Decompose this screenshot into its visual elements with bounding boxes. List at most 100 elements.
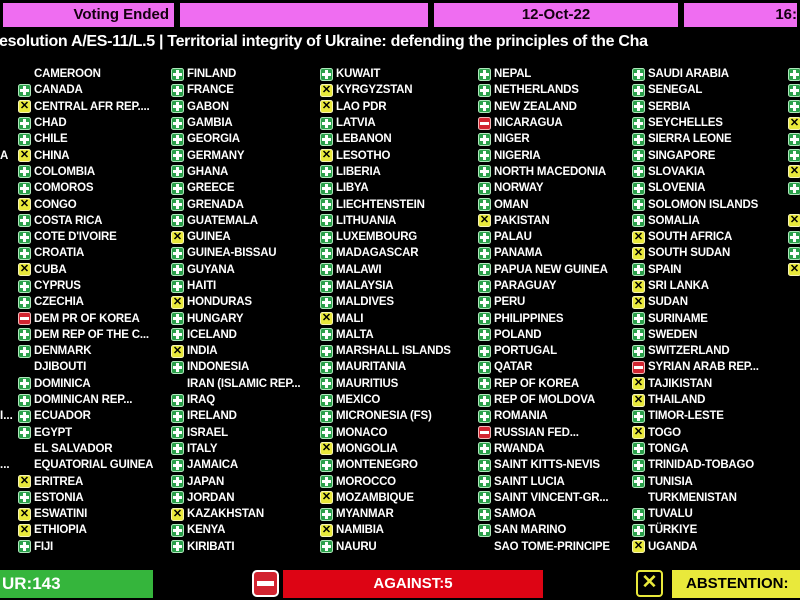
country-name: COTE D'IVOIRE [34,231,117,244]
vote-abstention-icon: ✕ [320,149,333,163]
vote-in-favour-icon [320,263,333,277]
country-row: CHAD [18,115,153,131]
country-name: TRINIDAD-TOBAGO [648,459,755,472]
country-name: TÜRKIYE [648,524,698,537]
country-name: ICELAND [187,328,237,341]
vote-in-favour-icon [320,165,333,179]
country-name: MICRONESIA (FS) [336,410,432,423]
country-row: CYPRUS [18,278,153,294]
country-row: SOMALIA [632,213,759,229]
country-row: SOLOMON ISLANDS [632,196,759,212]
country-row: MALDIVES [320,294,451,310]
country-name: TOGO [648,426,681,439]
country-name: QATAR [494,361,533,374]
vote-abstention-icon: ✕ [788,263,800,277]
country-row: ✕ ERITREA [18,473,153,489]
vote-in-favour-icon [320,279,333,293]
country-name: SAO TOME-PRINCIPE [494,540,610,553]
vote-abstention-icon: ✕ [320,491,333,505]
country-row: SAINT LUCIA [478,473,610,489]
vote-in-favour-icon [18,246,31,260]
country-name: GRENADA [187,198,244,211]
vote-abstention-icon: ✕ [18,523,31,537]
country-name: TUNISIA [648,475,693,488]
vote-in-favour-icon [171,181,184,195]
vote-in-favour-icon [478,377,491,391]
country-name: FRANCE [187,84,234,97]
vote-in-favour-icon [478,83,491,97]
vote-in-favour-icon [320,230,333,244]
country-name: MALAWI [336,263,382,276]
country-column: FINLAND FRANCE GABON GAMBIA GEORGIA GERMANY GH… [171,66,301,555]
country-name: MEXICO [336,394,381,407]
country-row: COMOROS [18,180,153,196]
country-row: COSTA RICA [18,213,153,229]
country-row: ✕ HONDURAS [171,294,300,310]
country-row: PHILIPPINES [478,310,610,326]
country-name: NIGER [494,133,530,146]
country-column-cropped: ✕ ✕ ✕ ✕ [788,66,800,278]
country-name: FINLAND [187,68,237,81]
country-name: OMAN [494,198,529,211]
vote-abstention-icon: ✕ [632,540,645,554]
country-name: LESOTHO [336,149,391,162]
country-name: COSTA RICA [34,214,103,227]
country-name: CHILE [34,133,68,146]
vote-in-favour-icon [171,393,184,407]
country-row: ✕ INDIA [171,343,300,359]
vote-in-favour-icon [632,328,645,342]
country-row: MADAGASCAR [320,245,451,261]
country-row: MONACO [320,425,451,441]
vote-date: 12-Oct-22 [431,0,681,30]
country-row [788,66,800,82]
country-row: ISRAEL [171,425,300,441]
country-row: COLOMBIA [18,164,153,180]
country-row: NORWAY [478,180,610,196]
country-row: ✕ ESWATINI [18,506,153,522]
country-row: ✕ CHINA [18,147,153,163]
vote-in-favour-icon [18,116,31,130]
country-row: INDONESIA [171,359,300,375]
vote-abstention-icon: ✕ [171,295,184,309]
country-row: NAURU [320,539,451,555]
country-name: UGANDA [648,540,698,553]
voting-status: Voting Ended [0,0,177,30]
country-row [788,147,800,163]
country-name: TAJIKISTAN [648,377,713,390]
country-name: SPAIN [648,263,682,276]
country-row: NORTH MACEDONIA [478,164,610,180]
country-row: ✕ LAO PDR [320,99,451,115]
vote-in-favour-icon [478,328,491,342]
vote-in-favour-icon [18,279,31,293]
country-row [788,245,800,261]
country-row: ✕ TAJIKISTAN [632,376,759,392]
vote-in-favour-icon [171,100,184,114]
country-row [788,99,800,115]
country-row: KENYA [171,522,300,538]
vote-in-favour-icon [632,132,645,146]
country-name: MONTENEGRO [336,459,418,472]
country-row: QATAR [478,359,610,375]
country-row: MAURITIUS [320,376,451,392]
country-row: LIBYA [320,180,451,196]
country-row: LUXEMBOURG [320,229,451,245]
country-row: SLOVAKIA [632,164,759,180]
vote-in-favour-icon [478,198,491,212]
country-name: TIMOR-LESTE [648,410,724,423]
country-grid: CAMEROON CANADA ✕ CENTRAL AFR REP.... CHAD CH… [0,66,800,556]
country-name: SAINT VINCENT-GR... [494,491,609,504]
vote-in-favour-icon [171,328,184,342]
vote-in-favour-icon [18,491,31,505]
country-name: SWITZERLAND [648,345,730,358]
country-name: CYPRUS [34,280,81,292]
country-row: ✕ TOGO [632,425,759,441]
vote-in-favour-icon [632,263,645,277]
country-name: MONACO [336,426,388,439]
vote-in-favour-icon [478,393,491,407]
vote-in-favour-icon [478,507,491,521]
country-row: PERU [478,294,610,310]
vote-in-favour-icon [171,312,184,326]
vote-in-favour-icon [478,181,491,195]
vote-in-favour-icon [632,475,645,489]
